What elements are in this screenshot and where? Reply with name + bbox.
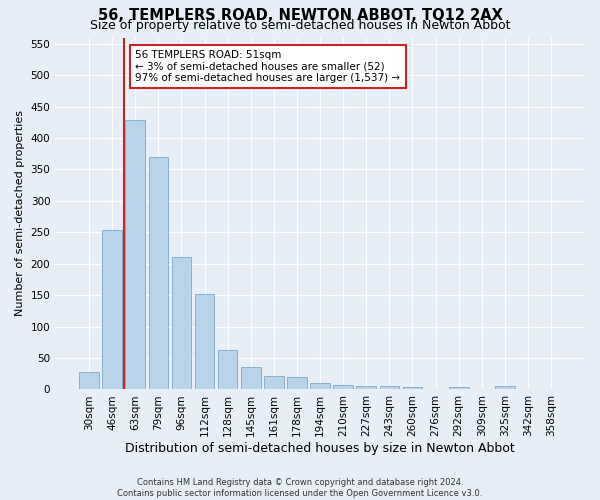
Bar [495,386,515,390]
Text: 56 TEMPLERS ROAD: 51sqm
← 3% of semi-detached houses are smaller (52)
97% of sem: 56 TEMPLERS ROAD: 51sqm ← 3% of semi-det… [135,50,400,84]
Bar [380,386,399,390]
Bar [241,368,260,390]
Bar [356,386,376,390]
Y-axis label: Number of semi-detached properties: Number of semi-detached properties [15,110,25,316]
Bar [218,350,238,390]
X-axis label: Distribution of semi-detached houses by size in Newton Abbot: Distribution of semi-detached houses by … [125,442,515,455]
Bar [449,387,469,390]
Bar [125,120,145,390]
Bar [79,372,99,390]
Text: Contains HM Land Registry data © Crown copyright and database right 2024.
Contai: Contains HM Land Registry data © Crown c… [118,478,482,498]
Bar [264,376,284,390]
Bar [287,377,307,390]
Bar [103,230,122,390]
Bar [403,387,422,390]
Bar [310,383,330,390]
Text: 56, TEMPLERS ROAD, NEWTON ABBOT, TQ12 2AX: 56, TEMPLERS ROAD, NEWTON ABBOT, TQ12 2A… [98,8,502,22]
Bar [195,294,214,390]
Bar [149,157,168,390]
Bar [334,385,353,390]
Bar [172,258,191,390]
Text: Size of property relative to semi-detached houses in Newton Abbot: Size of property relative to semi-detach… [90,18,510,32]
